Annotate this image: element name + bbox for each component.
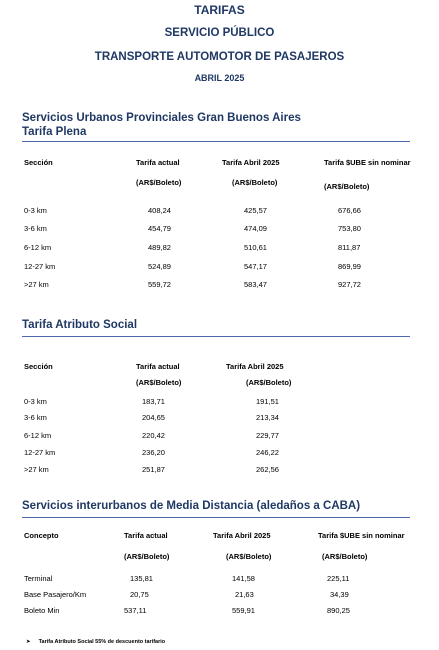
table-cell: 141,58 bbox=[232, 574, 255, 583]
col-header-abril-unit: (AR$/Boleto) bbox=[232, 178, 278, 187]
col-header-abril: Tarifa Abril 2025 bbox=[222, 158, 280, 167]
table-cell: 191,51 bbox=[256, 397, 279, 406]
footnote-text: Tarifa Atributo Social 55% de descuento … bbox=[38, 639, 166, 645]
table-cell: 251,87 bbox=[142, 465, 165, 474]
col-header-sube: Tarifa $UBE sin nominar bbox=[324, 158, 411, 167]
table-cell: 489,82 bbox=[148, 243, 171, 252]
section1-title: Servicios Urbanos Provinciales Gran Buen… bbox=[22, 112, 301, 124]
table-cell: 183,71 bbox=[142, 397, 165, 406]
col-header-section: Sección bbox=[24, 158, 53, 167]
table-cell: 6-12 km bbox=[24, 243, 52, 252]
section2-divider bbox=[22, 336, 410, 337]
col-header-actual-unit: (AR$/Boleto) bbox=[136, 178, 182, 187]
col-header-sube-unit: (AR$/Boleto) bbox=[322, 552, 368, 561]
table-cell: 537,11 bbox=[124, 606, 147, 615]
table-cell: 246,22 bbox=[256, 448, 279, 457]
col-header-abril: Tarifa Abril 2025 bbox=[213, 531, 271, 540]
table-cell: 204,65 bbox=[142, 413, 165, 422]
col-header-actual: Tarifa actual bbox=[136, 362, 180, 371]
table-cell: 0-3 km bbox=[24, 397, 47, 406]
table-cell: 3-6 km bbox=[24, 224, 47, 233]
doc-subtitle: SERVICIO PÚBLICO bbox=[164, 27, 275, 39]
table-cell: >27 km bbox=[24, 280, 49, 289]
footnote: ➤ Tarifa Atributo Social 55% de descuento… bbox=[26, 639, 165, 645]
table-cell: 3-6 km bbox=[24, 413, 47, 422]
table-cell: 220,42 bbox=[142, 431, 165, 440]
col-header-sube: Tarifa $UBE sin nominar bbox=[318, 531, 405, 540]
table-cell: 927,72 bbox=[338, 280, 361, 289]
table-cell: 547,17 bbox=[244, 262, 267, 271]
col-header-abril-unit: (AR$/Boleto) bbox=[246, 378, 292, 387]
table-cell: 753,80 bbox=[338, 224, 361, 233]
doc-subtitle-2: TRANSPORTE AUTOMOTOR DE PASAJEROS bbox=[94, 51, 345, 63]
doc-date: ABRIL 2025 bbox=[194, 73, 245, 83]
section2-table: Sección Tarifa actual (AR$/Boleto) Tarif… bbox=[24, 362, 292, 474]
col-header-actual: Tarifa actual bbox=[136, 158, 180, 167]
col-header-actual-unit: (AR$/Boleto) bbox=[136, 378, 182, 387]
col-header-abril-unit: (AR$/Boleto) bbox=[226, 552, 272, 561]
table-cell: 34,39 bbox=[330, 590, 349, 599]
table-cell: 474,09 bbox=[244, 224, 267, 233]
table-cell: 559,91 bbox=[232, 606, 255, 615]
table-cell: 262,56 bbox=[256, 465, 279, 474]
table-cell: 524,89 bbox=[148, 262, 171, 271]
section1-table: Sección Tarifa actual (AR$/Boleto) Tarif… bbox=[0, 0, 439, 300]
table-cell: 12-27 km bbox=[24, 448, 56, 457]
doc-title: TARIFAS bbox=[194, 3, 245, 17]
table-cell: 583,47 bbox=[244, 280, 267, 289]
table-cell: >27 km bbox=[24, 465, 49, 474]
table-cell: 12-27 km bbox=[24, 262, 56, 271]
col-header-abril: Tarifa Abril 2025 bbox=[226, 362, 284, 371]
table-cell: 213,34 bbox=[256, 413, 279, 422]
table-cell: 6-12 km bbox=[24, 431, 52, 440]
table-cell: Boleto Min bbox=[24, 606, 60, 615]
col-header-actual-unit: (AR$/Boleto) bbox=[124, 552, 170, 561]
section2-title: Tarifa Atributo Social bbox=[22, 319, 138, 331]
table-cell: 20,75 bbox=[130, 590, 149, 599]
section3-title: Servicios interurbanos de Media Distanci… bbox=[22, 500, 361, 512]
col-header-actual: Tarifa actual bbox=[124, 531, 168, 540]
table-cell: 21,63 bbox=[235, 590, 254, 599]
table-cell: 0-3 km bbox=[24, 206, 47, 215]
table-cell: Base Pasajero/Km bbox=[24, 590, 87, 599]
section1-subtitle: Tarifa Plena bbox=[22, 126, 87, 138]
table-cell: 225,11 bbox=[327, 574, 350, 583]
col-header-concept: Concepto bbox=[24, 531, 59, 540]
table-cell: 408,24 bbox=[148, 206, 171, 215]
table-cell: 559,72 bbox=[148, 280, 171, 289]
table-cell: 229,77 bbox=[256, 431, 279, 440]
table-cell: 510,61 bbox=[244, 243, 267, 252]
table-cell: 676,66 bbox=[338, 206, 361, 215]
arrow-bullet-icon: ➤ bbox=[26, 639, 31, 645]
table-cell: 236,20 bbox=[142, 448, 165, 457]
table-cell: Terminal bbox=[24, 574, 53, 583]
section1-divider bbox=[22, 141, 410, 142]
table-cell: 454,79 bbox=[148, 224, 171, 233]
col-header-sube-unit: (AR$/Boleto) bbox=[324, 182, 370, 191]
table-cell: 869,99 bbox=[338, 262, 361, 271]
table-cell: 890,25 bbox=[327, 606, 350, 615]
table-cell: 425,57 bbox=[244, 206, 267, 215]
col-header-section: Sección bbox=[24, 362, 53, 371]
table-cell: 135,81 bbox=[130, 574, 153, 583]
section3-divider bbox=[22, 517, 410, 518]
table-cell: 811,87 bbox=[338, 243, 361, 252]
section3-table: Concepto Tarifa actual (AR$/Boleto) Tari… bbox=[24, 531, 405, 615]
